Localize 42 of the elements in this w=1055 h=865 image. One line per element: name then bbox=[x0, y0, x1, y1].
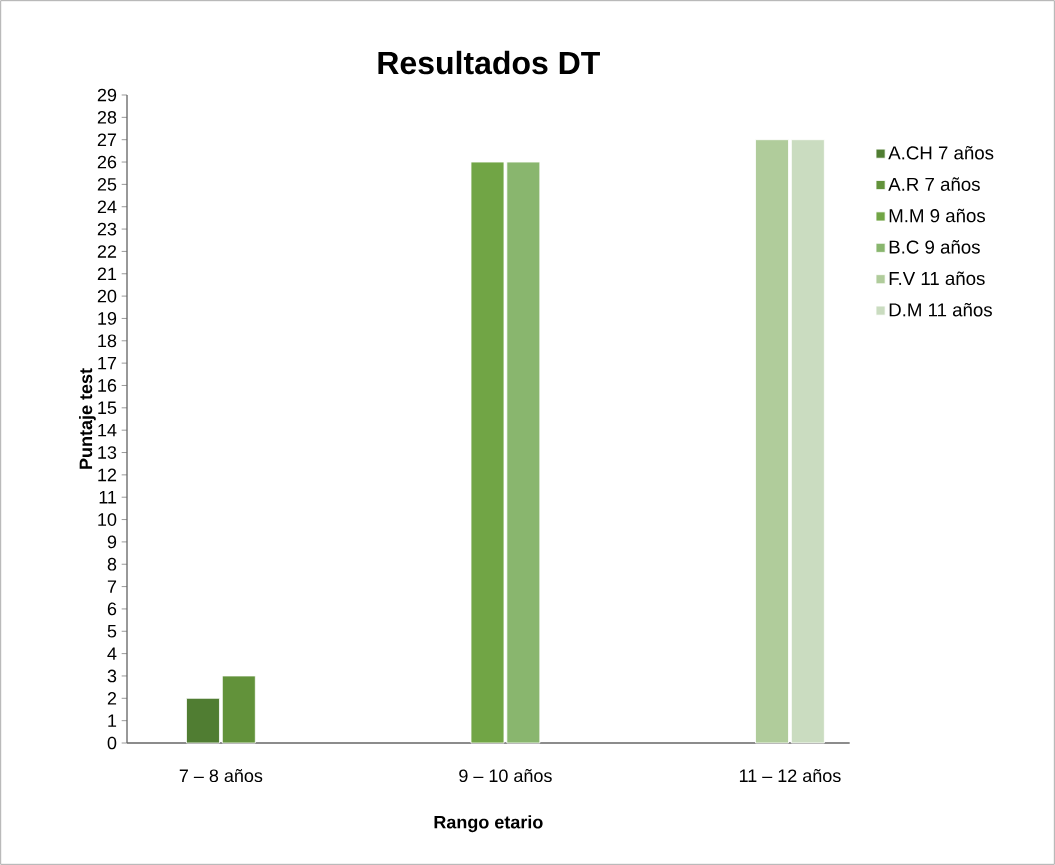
y-tick-label: 28 bbox=[97, 110, 117, 124]
x-axis-title: Rango etario bbox=[434, 815, 543, 833]
y-tick-label: 8 bbox=[107, 557, 117, 571]
y-tick-label: 25 bbox=[97, 178, 117, 191]
legend-label: B.C 9 años bbox=[889, 240, 980, 254]
y-tick-label: 1 bbox=[108, 714, 117, 727]
legend-label: F.V 11 años bbox=[889, 271, 985, 286]
y-tick-label: 13 bbox=[98, 446, 117, 459]
y-tick-label: 19 bbox=[98, 312, 117, 325]
y-tick-label: 26 bbox=[97, 155, 117, 169]
y-tick-label: 22 bbox=[97, 245, 117, 258]
y-tick-label: 10 bbox=[98, 513, 117, 526]
y-tick-label: 0 bbox=[107, 736, 117, 750]
x-tick-label: 9 – 10 años bbox=[459, 769, 552, 783]
legend-label: D.M 11 años bbox=[889, 302, 992, 317]
y-tick-label: 11 bbox=[99, 491, 117, 504]
y-tick-label: 29 bbox=[97, 88, 117, 102]
y-tick-label: 7 bbox=[107, 580, 117, 593]
legend-label: A.R 7 años bbox=[888, 177, 980, 191]
legend-label: M.M 9 años bbox=[889, 208, 986, 223]
y-tick-label: 2 bbox=[107, 692, 117, 705]
y-tick-label: 21 bbox=[97, 267, 117, 281]
y-tick-label: 17 bbox=[98, 356, 117, 370]
y-tick-label: 5 bbox=[107, 625, 117, 638]
y-tick-label: 18 bbox=[98, 334, 117, 348]
x-tick-label: 7 – 8 años bbox=[179, 769, 263, 783]
y-tick-label: 27 bbox=[97, 133, 117, 146]
chart-title: Resultados DT bbox=[378, 50, 600, 75]
y-tick-label: 9 bbox=[107, 535, 117, 549]
y-tick-label: 24 bbox=[97, 200, 117, 214]
y-tick-label: 15 bbox=[98, 401, 117, 415]
y-tick-label: 12 bbox=[98, 468, 117, 482]
y-tick-label: 14 bbox=[98, 423, 117, 437]
y-tick-label: 20 bbox=[97, 289, 117, 303]
y-tick-label: 3 bbox=[107, 669, 117, 683]
y-tick-label: 4 bbox=[107, 647, 117, 660]
y-tick-label: 23 bbox=[97, 222, 117, 236]
x-tick-label: 11 – 12 años bbox=[739, 769, 841, 783]
y-axis-title: Puntaje test bbox=[79, 368, 96, 469]
legend-label: A.CH 7 años bbox=[888, 145, 994, 160]
y-tick-label: 6 bbox=[107, 602, 117, 616]
y-tick-label: 16 bbox=[98, 379, 117, 392]
